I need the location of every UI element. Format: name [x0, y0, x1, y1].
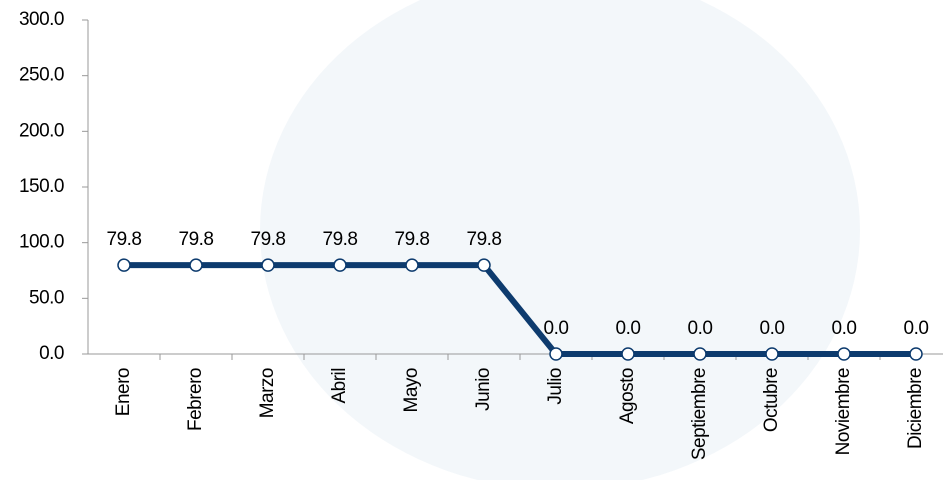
marker — [334, 259, 346, 271]
chart: 0.0 50.0 100.0 150.0 200.0 250.0 300.0 Enero Feb… — [0, 0, 943, 480]
data-label: 0.0 — [544, 318, 569, 339]
x-tick-label: Abril — [329, 368, 350, 404]
marker — [118, 259, 130, 271]
data-label: 79.8 — [107, 229, 142, 250]
marker — [406, 259, 418, 271]
data-label: 79.8 — [179, 229, 214, 250]
x-tick-label: Mayo — [401, 368, 422, 412]
y-tick-label: 150.0 — [19, 176, 64, 197]
x-tick-label: Junio — [473, 368, 494, 411]
data-label: 79.8 — [467, 229, 502, 250]
data-label: 0.0 — [688, 318, 713, 339]
data-label: 0.0 — [832, 318, 857, 339]
marker — [190, 259, 202, 271]
x-tick-label: Diciembre — [905, 368, 926, 449]
data-label: 0.0 — [616, 318, 641, 339]
data-label: 79.8 — [251, 229, 286, 250]
y-tick-label: 50.0 — [29, 287, 64, 308]
data-label: 79.8 — [395, 229, 430, 250]
data-label: 0.0 — [760, 318, 785, 339]
x-tick-label: Agosto — [617, 368, 638, 424]
x-tick-label: Marzo — [257, 368, 278, 418]
marker — [910, 348, 922, 360]
marker — [550, 348, 562, 360]
x-tick-label: Enero — [113, 368, 134, 416]
y-tick-label: 100.0 — [19, 232, 64, 253]
marker — [694, 348, 706, 360]
y-tick-label: 300.0 — [19, 9, 64, 30]
marker — [622, 348, 634, 360]
data-label: 79.8 — [323, 229, 358, 250]
x-tick-label: Febrero — [185, 368, 206, 431]
marker — [478, 259, 490, 271]
x-tick-label: Noviembre — [833, 368, 854, 455]
y-tick-label: 250.0 — [19, 65, 64, 86]
y-tick-label: 0.0 — [39, 343, 64, 364]
marker — [262, 259, 274, 271]
marker — [766, 348, 778, 360]
x-tick-label: Septiembre — [689, 368, 710, 460]
x-tick-label: Julio — [545, 368, 566, 405]
y-tick-label: 200.0 — [19, 120, 64, 141]
marker — [838, 348, 850, 360]
x-tick-label: Octubre — [761, 368, 782, 432]
data-label: 0.0 — [904, 318, 929, 339]
